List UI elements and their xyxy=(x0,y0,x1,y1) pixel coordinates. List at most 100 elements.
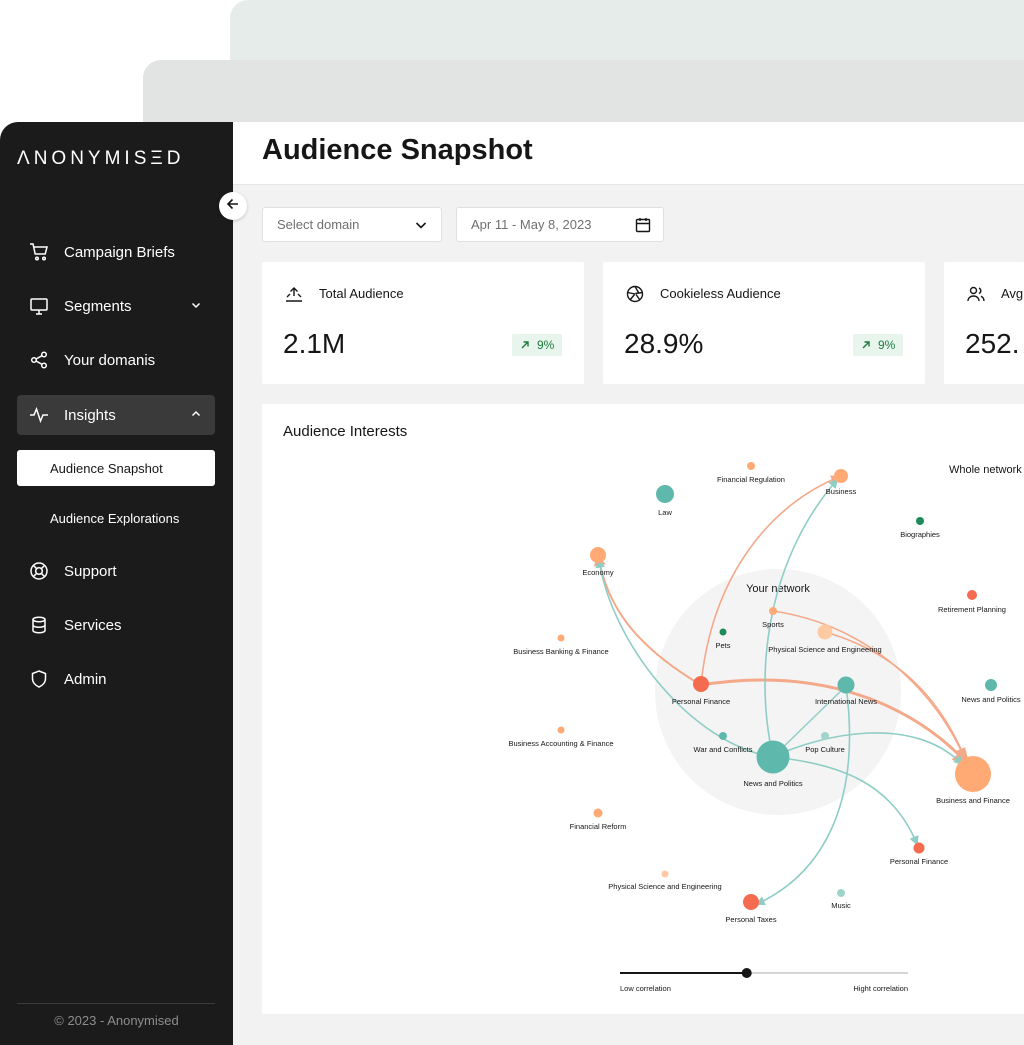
node-international-news xyxy=(837,676,855,694)
edge xyxy=(595,558,774,758)
sidebar-item-label: Services xyxy=(64,616,122,634)
sidebar: ΛNONYMISΞD Campaign Briefs Segments Your… xyxy=(0,122,233,1045)
correlation-slider[interactable]: Low correlation Hight correlation xyxy=(620,968,908,993)
node-personal-finance-2 xyxy=(913,842,925,854)
footer-copyright: © 2023 - Anonymised xyxy=(54,1013,179,1028)
node-business-accounting-and-finance xyxy=(557,726,565,734)
domain-select-placeholder: Select domain xyxy=(277,217,360,232)
kpi-card-avg: Avg 252. xyxy=(944,262,1024,384)
node-war-and-conflicts xyxy=(719,732,727,740)
node-sports xyxy=(769,607,777,615)
node-retirement-planning xyxy=(967,590,977,600)
node-physical-science-and-engineering xyxy=(817,624,833,640)
node-label: Physical Science and Engineering xyxy=(608,882,721,891)
node-label: Personal Finance xyxy=(890,857,948,866)
sidebar-subitem-audience-explorations[interactable]: Audience Explorations xyxy=(17,500,215,536)
audience-interests-panel: Audience Interests Your network Whole ne… xyxy=(262,404,1024,1014)
page-title: Audience Snapshot xyxy=(262,134,533,166)
domain-select[interactable]: Select domain xyxy=(262,207,442,242)
panel-title: Audience Interests xyxy=(283,423,408,440)
kpi-label: Cookieless Audience xyxy=(660,286,781,301)
node-biographies xyxy=(916,517,924,525)
slider-high-label: Hight correlation xyxy=(853,984,908,993)
node-label: Law xyxy=(658,508,672,517)
node-news-and-politics-2 xyxy=(985,679,997,691)
sidebar-item-campaign-briefs[interactable]: Campaign Briefs xyxy=(17,232,215,272)
node-pets xyxy=(719,628,727,636)
node-news-and-politics xyxy=(756,740,790,774)
node-business-banking-and-finance xyxy=(557,634,565,642)
node-label: Business xyxy=(826,487,857,496)
edge xyxy=(772,756,919,846)
whole-network-label: Whole network xyxy=(949,464,1022,476)
node-physical-science-and-engineering-2 xyxy=(661,870,669,878)
activity-icon xyxy=(28,404,50,426)
kpi-change-badge: 9% xyxy=(512,334,563,356)
slider-thumb[interactable] xyxy=(741,968,752,978)
shield-icon xyxy=(28,668,50,690)
edge xyxy=(699,678,971,767)
sidebar-subitem-audience-snapshot[interactable]: Audience Snapshot xyxy=(17,450,215,486)
chevron-down-icon xyxy=(189,298,203,312)
sidebar-item-services[interactable]: Services xyxy=(17,605,215,645)
node-music xyxy=(837,889,845,897)
sidebar-item-insights[interactable]: Insights xyxy=(17,395,215,435)
sidebar-item-label: Your domanis xyxy=(64,351,156,369)
node-label: International News xyxy=(815,697,877,706)
chevron-up-icon xyxy=(189,407,203,421)
sidebar-item-label: Campaign Briefs xyxy=(64,243,175,261)
interest-network-graph: Your network Whole network Law Financ xyxy=(508,462,1022,993)
edge xyxy=(824,631,966,758)
node-label: News and Politics xyxy=(743,779,802,788)
node-label: Physical Science and Engineering xyxy=(768,645,881,654)
node-business-and-finance xyxy=(955,756,991,792)
sidebar-divider xyxy=(17,1003,215,1004)
node-pop-culture xyxy=(821,732,829,740)
node-label: Business and Finance xyxy=(936,796,1010,805)
date-range-picker[interactable]: Apr 11 - May 8, 2023 xyxy=(456,207,664,242)
node-personal-finance xyxy=(693,676,709,692)
date-range-value: Apr 11 - May 8, 2023 xyxy=(471,217,592,232)
sidebar-subitem-label: Audience Explorations xyxy=(50,510,180,526)
logo: ΛNONYMISΞD xyxy=(17,148,185,169)
sidebar-item-segments[interactable]: Segments xyxy=(17,286,215,326)
node-label: Economy xyxy=(582,568,614,577)
node-label: Business Banking & Finance xyxy=(513,647,608,656)
sidebar-item-admin[interactable]: Admin xyxy=(17,659,215,699)
node-label: War and Conflicts xyxy=(694,745,753,754)
kpi-card-total-audience: Total Audience 2.1M 9% xyxy=(262,262,584,384)
node-financial-regulation xyxy=(747,462,755,470)
arrow-up-right-icon xyxy=(861,340,871,350)
node-label: Retirement Planning xyxy=(938,605,1006,614)
edge xyxy=(772,685,847,758)
sidebar-item-label: Support xyxy=(64,562,117,580)
sidebar-subitem-label: Audience Snapshot xyxy=(50,460,163,476)
collapse-sidebar-button[interactable] xyxy=(219,192,247,220)
node-label: News and Politics xyxy=(961,695,1020,704)
lifebuoy-icon xyxy=(28,560,50,582)
chevron-down-icon xyxy=(413,217,429,233)
kpi-label: Avg xyxy=(1001,286,1024,301)
node-label: Pop Culture xyxy=(805,745,845,754)
kpi-card-cookieless-audience: Cookieless Audience 28.9% 9% xyxy=(603,262,925,384)
cart-icon xyxy=(28,241,50,263)
monitor-icon xyxy=(28,295,50,317)
sidebar-item-support[interactable]: Support xyxy=(17,551,215,591)
database-icon xyxy=(28,614,50,636)
node-label: Personal Finance xyxy=(672,697,730,706)
app-window: ΛNONYMISΞD Campaign Briefs Segments Your… xyxy=(0,122,1024,1045)
kpi-label: Total Audience xyxy=(319,286,404,301)
users-icon xyxy=(966,284,986,304)
edge xyxy=(700,475,841,686)
kpi-change-value: 9% xyxy=(878,338,896,352)
node-label: Sports xyxy=(762,620,784,629)
node-business xyxy=(834,469,848,483)
kpi-value: 2.1M xyxy=(283,328,346,359)
upload-icon xyxy=(284,284,304,304)
node-financial-reform xyxy=(593,808,603,818)
share-icon xyxy=(28,349,50,371)
sidebar-item-your-domains[interactable]: Your domanis xyxy=(17,340,215,380)
aperture-icon xyxy=(625,284,645,304)
node-law xyxy=(656,485,674,503)
node-label: Biographies xyxy=(900,530,940,539)
